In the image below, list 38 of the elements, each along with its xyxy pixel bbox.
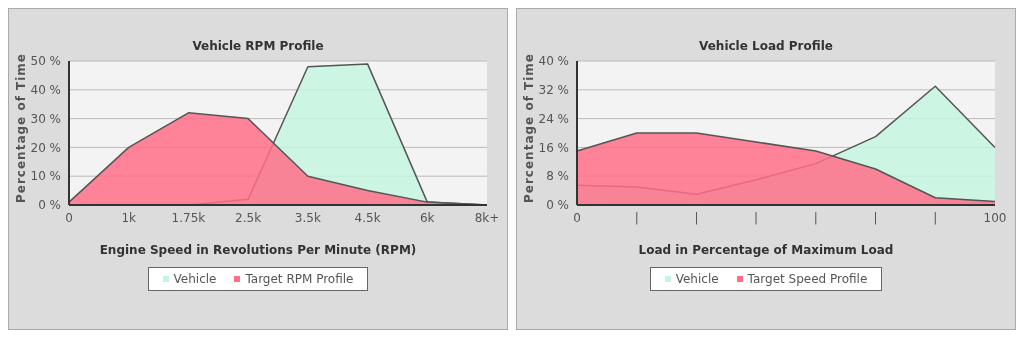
y-tick-label: 0 %	[546, 198, 569, 213]
x-tick-label: 2.5k	[235, 210, 262, 225]
y-tick-label: 24 %	[538, 111, 569, 126]
y-tick-label: 30 %	[30, 111, 61, 126]
x-tick-label: |	[813, 210, 818, 225]
y-axis-title: Percentage of Time	[522, 53, 537, 203]
y-tick-label: 20 %	[30, 140, 61, 155]
y-tick-label: 50 %	[30, 54, 61, 69]
chart-title: Vehicle Load Profile	[698, 38, 834, 53]
y-tick-label: 0 %	[38, 198, 61, 213]
y-tick-label: 40 %	[538, 54, 569, 69]
legend-label: Vehicle	[173, 272, 217, 286]
x-axis-title: Engine Speed in Revolutions Per Minute (RPM)	[98, 243, 418, 257]
y-tick-label: 16 %	[538, 140, 569, 155]
y-tick-label: 10 %	[30, 169, 61, 184]
y-tick-label: 32 %	[538, 83, 569, 98]
x-tick-label: |	[634, 210, 639, 225]
x-tick-label: 8k+	[474, 210, 500, 225]
x-tick-label: |	[694, 210, 699, 225]
x-tick-label: 100	[983, 210, 1007, 225]
x-tick-label: |	[754, 210, 759, 225]
x-tick-label: |	[933, 210, 938, 225]
x-axis-title: Load in Percentage of Maximum Load	[637, 243, 895, 257]
x-tick-label: 1.75k	[171, 210, 206, 225]
legend-label: Target Speed Profile	[747, 272, 868, 286]
x-tick-label: 0	[65, 210, 73, 225]
x-tick-label: 1k	[121, 210, 137, 225]
x-tick-label: 3.5k	[294, 210, 321, 225]
x-tick-label: |	[873, 210, 878, 225]
y-axis-title: Percentage of Time	[14, 53, 29, 203]
x-tick-label: 4.5k	[354, 210, 381, 225]
x-tick-label: 6k	[419, 210, 435, 225]
legend-label: Vehicle	[675, 272, 719, 286]
legend-label: Target RPM Profile	[245, 272, 354, 286]
chart-title: Vehicle RPM Profile	[191, 38, 325, 53]
y-tick-label: 40 %	[30, 83, 61, 98]
y-tick-label: 8 %	[546, 169, 569, 184]
x-tick-label: 0	[573, 210, 581, 225]
